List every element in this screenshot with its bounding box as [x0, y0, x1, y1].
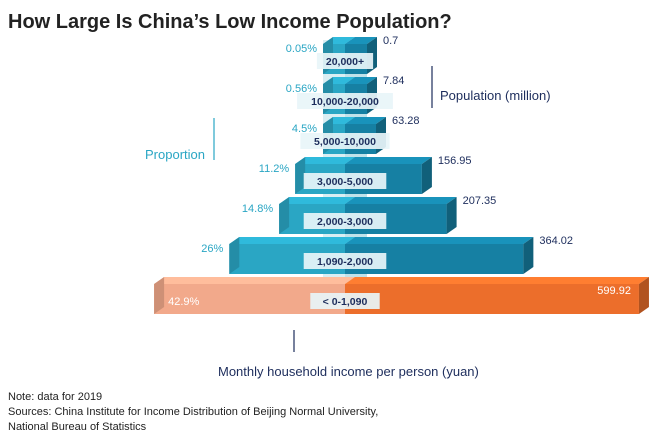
- population-bar-top: [345, 157, 432, 164]
- population-bar: [345, 284, 639, 314]
- population-bar-side: [523, 237, 534, 274]
- proportion-bar-top: [279, 197, 355, 204]
- category-label-box: [300, 133, 390, 149]
- population-label: 7.84: [383, 75, 404, 87]
- category-label: 3,000-5,000: [317, 176, 373, 188]
- left-axis-label: Proportion: [145, 147, 205, 162]
- population-bar-top: [345, 197, 457, 204]
- population-bar-side: [638, 277, 649, 314]
- population-label: 0.7: [383, 35, 398, 47]
- proportion-bar-top: [295, 157, 355, 164]
- population-bar-top: [345, 37, 377, 44]
- category-label-box: [303, 213, 387, 229]
- proportion-label: 26%: [201, 243, 223, 255]
- population-bar-side: [421, 157, 432, 194]
- population-label: 364.02: [539, 235, 573, 247]
- proportion-label: 4.5%: [292, 123, 317, 135]
- proportion-bar-side: [295, 157, 306, 194]
- population-bar-top: [345, 277, 649, 284]
- proportion-label: 0.05%: [286, 43, 317, 55]
- population-bar-top: [345, 237, 534, 244]
- proportion-bar-top: [229, 237, 355, 244]
- category-label-box: [310, 293, 380, 309]
- population-label: 156.95: [438, 155, 472, 167]
- proportion-bar-side: [154, 277, 165, 314]
- proportion-bar-side: [279, 197, 290, 234]
- population-bar-top: [345, 117, 387, 124]
- proportion-bar-side: [229, 237, 240, 274]
- category-label-box: [303, 173, 387, 189]
- proportion-bar-top: [154, 277, 355, 284]
- proportion-label: 42.9%: [168, 296, 199, 308]
- note-line-3: National Bureau of Statistics: [8, 421, 147, 433]
- proportion-label: 0.56%: [286, 83, 317, 95]
- note-line-1: Note: data for 2019: [8, 391, 102, 403]
- category-label: 20,000+: [326, 56, 364, 68]
- category-label-box: [297, 93, 393, 109]
- population-label: 599.92: [597, 285, 631, 297]
- category-label: 10,000-20,000: [311, 96, 379, 108]
- category-label: < 0-1,090: [323, 296, 368, 308]
- proportion-label: 14.8%: [242, 203, 273, 215]
- note-line-2: Sources: China Institute for Income Dist…: [8, 406, 378, 418]
- population-label: 63.28: [392, 115, 420, 127]
- category-label-box: [303, 253, 387, 269]
- category-label: 5,000-10,000: [314, 136, 376, 148]
- category-label: 1,090-2,000: [317, 256, 373, 268]
- category-label-box: [316, 53, 374, 69]
- bottom-axis-label: Monthly household income per person (yua…: [218, 364, 479, 379]
- population-label: 207.35: [463, 195, 497, 207]
- population-bar-top: [345, 77, 377, 84]
- chart-title: How Large Is China’s Low Income Populati…: [8, 11, 452, 33]
- right-axis-label: Population (million): [440, 88, 551, 103]
- population-bar-side: [446, 197, 457, 234]
- proportion-label: 11.2%: [259, 163, 290, 175]
- category-label: 2,000-3,000: [317, 216, 373, 228]
